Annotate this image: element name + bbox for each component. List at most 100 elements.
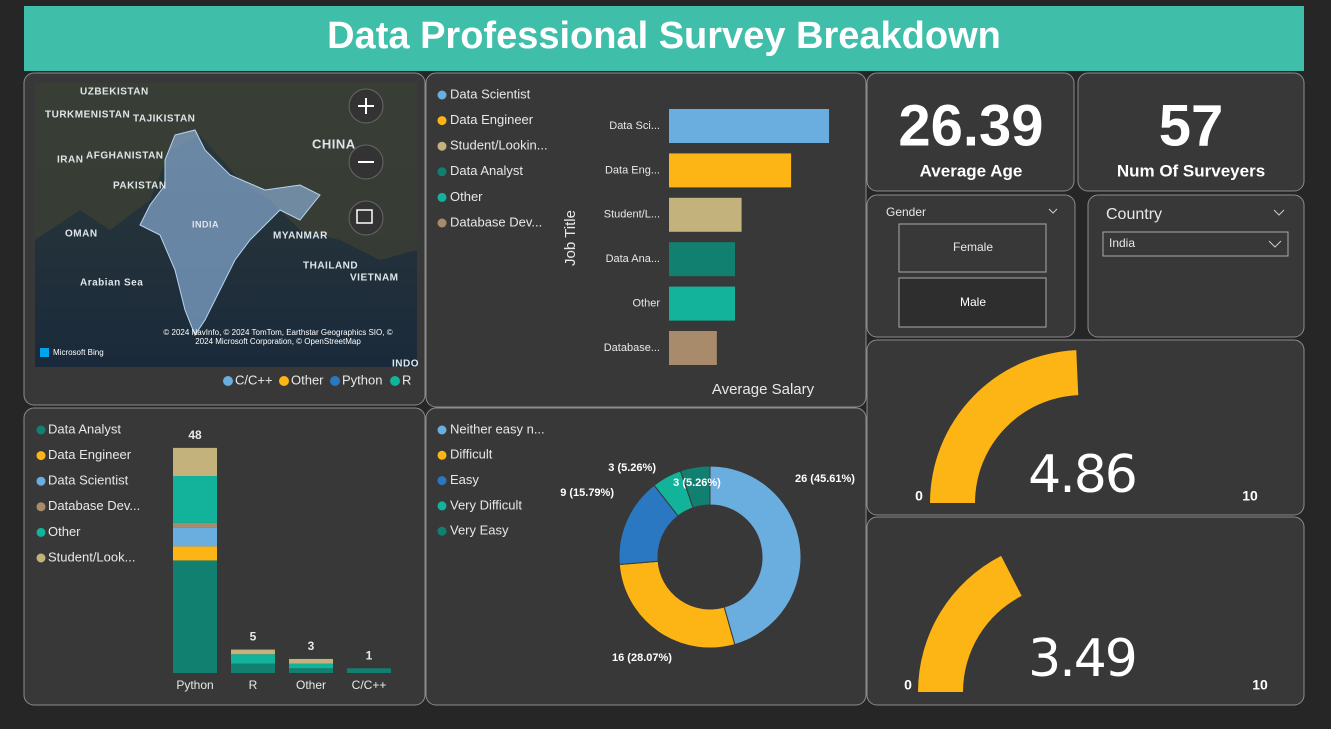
map-label: OMAN [65, 229, 98, 240]
y-axis-title: Job Title [562, 210, 579, 266]
gauge-tick-label: 0 [915, 488, 923, 504]
map-label: INDO [392, 359, 419, 370]
legend-label: Data Scientist [48, 473, 129, 488]
legend-marker [437, 218, 447, 228]
legend-marker [437, 476, 447, 486]
legend-marker [390, 376, 400, 386]
title-bar [24, 6, 1304, 71]
legend-label: Data Engineer [48, 447, 132, 462]
legend-label: Other [450, 189, 483, 204]
kpi-label: Num Of Surveyers [1117, 161, 1265, 180]
kpi-value: 57 [1159, 93, 1224, 158]
legend-label: Easy [450, 472, 479, 487]
legend-marker [330, 376, 340, 386]
data-label: 3 (5.26%) [608, 462, 656, 474]
chevron[interactable] [1273, 209, 1285, 216]
bar-segment [289, 663, 333, 669]
legend-marker [437, 167, 447, 177]
legend-marker [437, 526, 447, 536]
map-label: TAJIKISTAN [133, 114, 195, 125]
legend-marker [36, 476, 46, 486]
y-tick-label: Data Sci... [609, 120, 660, 132]
legend-label: Database Dev... [48, 498, 140, 513]
donut-slice [679, 465, 711, 509]
map-region-india[interactable] [139, 129, 321, 337]
legend-label: Other [48, 524, 81, 539]
map-label: IRAN [57, 155, 83, 166]
bar-segment [231, 663, 275, 673]
map-label: PAKISTAN [113, 181, 167, 192]
legend-marker [437, 90, 447, 100]
legend-label: Student/Lookin... [450, 138, 548, 153]
legend-marker [437, 116, 447, 126]
data-label: 3 [308, 639, 315, 653]
x-tick-label: Other [296, 678, 326, 692]
slicer-option[interactable] [898, 277, 1047, 328]
map-land [35, 83, 417, 260]
map-label: VIETNAM [350, 273, 399, 284]
data-label: 26 (45.61%) [795, 473, 855, 485]
map-provider: Microsoft Bing [53, 348, 104, 357]
bar-segment [173, 522, 217, 528]
chevron [1268, 240, 1282, 248]
legend-marker [437, 141, 447, 151]
dashboard-title: Data Professional Survey Breakdown [327, 15, 1001, 57]
chevron[interactable] [1048, 208, 1058, 214]
legend-label: Very Easy [450, 523, 509, 538]
map-label: UZBEKISTAN [80, 87, 149, 98]
legend-label: Database Dev... [450, 214, 542, 229]
map-label: TURKMENISTAN [45, 110, 130, 121]
x-axis-title: Average Salary [712, 381, 815, 398]
legend-marker [36, 425, 46, 435]
map-label: CHINA [312, 136, 356, 151]
legend-label: Neither easy n... [450, 421, 545, 436]
bar [669, 153, 792, 188]
map-label: AFGHANISTAN [86, 151, 164, 162]
x-tick-label: C/C++ [352, 678, 387, 692]
x-tick-label: Python [176, 678, 213, 692]
slicer-option-label: Female [953, 240, 993, 254]
dropdown[interactable] [1102, 231, 1289, 257]
bar-segment [173, 527, 217, 547]
slicer-title: Country [1106, 206, 1162, 223]
map-label: Arabian Sea [80, 278, 143, 289]
slicer-option[interactable] [898, 223, 1047, 273]
bar [669, 109, 830, 143]
legend-label: Very Difficult [450, 497, 522, 512]
legend-label: Data Scientist [450, 86, 531, 101]
panel [1077, 72, 1305, 192]
legend-label: Difficult [450, 447, 493, 462]
legend-label: Student/Look... [48, 549, 135, 564]
select-button[interactable] [348, 200, 384, 236]
slicer-title: Gender [886, 205, 926, 219]
panel [23, 407, 426, 706]
legend-marker [36, 527, 46, 537]
gauge-tick-label: 0 [904, 677, 912, 693]
bar [669, 331, 717, 365]
legend-marker [36, 451, 46, 461]
legend-marker [437, 450, 447, 460]
map-label: THAILAND [303, 261, 358, 272]
bar-segment [173, 447, 217, 477]
panel [866, 72, 1075, 192]
bar-segment [289, 658, 333, 664]
data-label: 16 (28.07%) [612, 652, 672, 664]
y-tick-label: Data Eng... [605, 164, 660, 176]
y-tick-label: Database... [604, 342, 660, 354]
data-label: 9 (15.79%) [560, 487, 614, 499]
data-label: 1 [366, 648, 373, 662]
kpi-value: 26.39 [898, 93, 1043, 158]
legend-marker [279, 376, 289, 386]
legend-marker [223, 376, 233, 386]
bar-segment [231, 649, 275, 655]
legend-label: C/C++ [235, 372, 273, 387]
gauge-value: 4.86 [1028, 445, 1136, 505]
gauge-arc [918, 555, 1022, 692]
bar-segment [173, 560, 217, 673]
y-tick-label: Other [632, 298, 660, 310]
gauge-tick-label: 10 [1242, 488, 1258, 504]
x-tick-label: R [249, 678, 258, 692]
legend-marker [437, 192, 447, 202]
